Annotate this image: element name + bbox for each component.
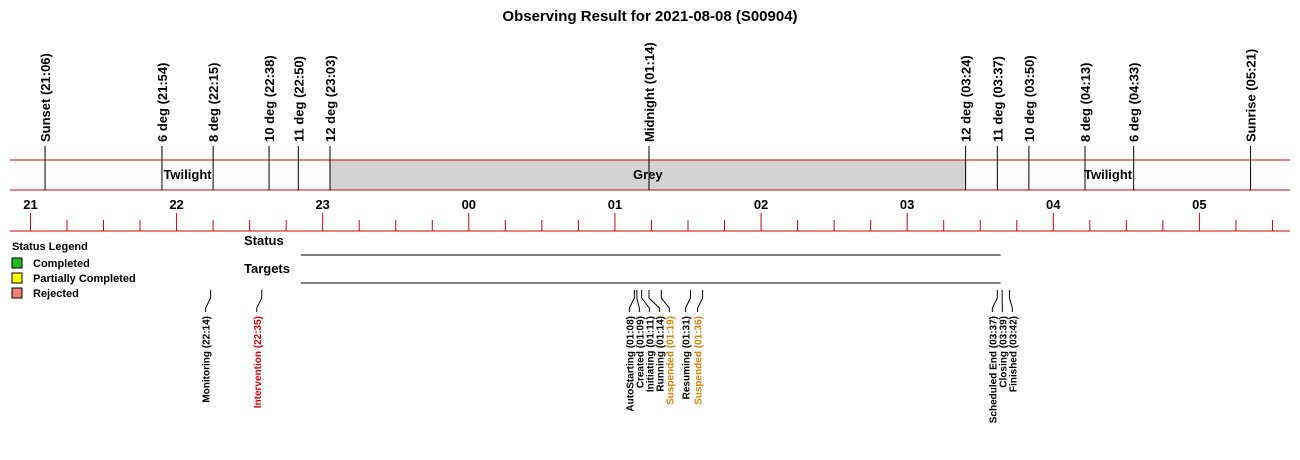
event-label: Suspended (01:19) [665, 316, 676, 405]
marker-label: 8 deg (04:13) [1078, 63, 1093, 142]
legend-swatch [11, 257, 23, 269]
row-label: Targets [244, 261, 290, 276]
x-tick-label: 00 [462, 197, 476, 212]
legend-label: Rejected [33, 288, 79, 300]
marker-label: Sunset (21:06) [38, 53, 53, 142]
legend-title: Status Legend [12, 241, 88, 253]
marker-label: 12 deg (03:24) [959, 55, 974, 142]
marker-label: 6 deg (04:33) [1127, 63, 1142, 142]
event-leader [256, 290, 263, 312]
event-leader [628, 290, 635, 312]
event-leader [684, 290, 691, 312]
marker-label: 6 deg (21:54) [155, 63, 170, 142]
event-label: Suspended (01:36) [694, 316, 705, 405]
chart-title: Observing Result for 2021-08-08 (S00904) [502, 8, 797, 25]
x-tick-label: 22 [169, 197, 183, 212]
event-label: Monitoring (22:14) [202, 316, 213, 403]
x-tick-label: 04 [1046, 197, 1061, 212]
legend-swatch [11, 272, 23, 284]
marker-label: 11 deg (22:50) [291, 56, 306, 142]
marker-label: Midnight (01:14) [642, 42, 657, 142]
legend-swatch [11, 287, 23, 299]
x-tick-label: 05 [1192, 197, 1206, 212]
event-label: Resuming (01:31) [681, 316, 692, 399]
event-leader [991, 290, 998, 312]
band-label: Twilight [163, 167, 212, 182]
band-label: Twilight [1084, 167, 1133, 182]
event-leader [636, 290, 640, 312]
legend-label: Completed [33, 258, 90, 270]
event-leader [641, 290, 650, 312]
x-tick-label: 21 [23, 197, 37, 212]
x-tick-label: 02 [754, 197, 768, 212]
event-label: Scheduled End (03:37) [988, 316, 999, 423]
marker-label: 10 deg (22:38) [262, 55, 277, 142]
event-leader [648, 290, 660, 312]
band [965, 160, 1251, 190]
event-label: AutoStarting (01:08) [625, 316, 636, 412]
marker-label: 11 deg (03:37) [990, 56, 1005, 142]
event-label: Created (01:09) [635, 316, 646, 388]
event-leader [1008, 290, 1013, 312]
band [45, 160, 331, 190]
event-label: Intervention (22:35) [253, 316, 264, 408]
event-leader [205, 290, 212, 312]
event-leader [697, 290, 704, 312]
marker-label: 8 deg (22:15) [206, 63, 221, 142]
event-label: Finished (03:42) [1008, 316, 1019, 392]
row-label: Status [244, 233, 284, 248]
marker-label: Sunrise (05:21) [1244, 49, 1259, 142]
event-label: Initiating (01:11) [645, 316, 656, 392]
band-label: Grey [633, 167, 663, 182]
marker-label: 10 deg (03:50) [1022, 55, 1037, 142]
event-leader [660, 290, 670, 312]
x-tick-label: 23 [315, 197, 329, 212]
x-tick-label: 03 [900, 197, 914, 212]
event-label: Closing (03:39) [998, 316, 1009, 388]
marker-label: 12 deg (23:03) [323, 55, 338, 142]
event-label: Running (01:14) [655, 316, 666, 392]
legend-label: Partially Completed [33, 273, 136, 285]
band [330, 160, 966, 190]
x-tick-label: 01 [608, 197, 622, 212]
